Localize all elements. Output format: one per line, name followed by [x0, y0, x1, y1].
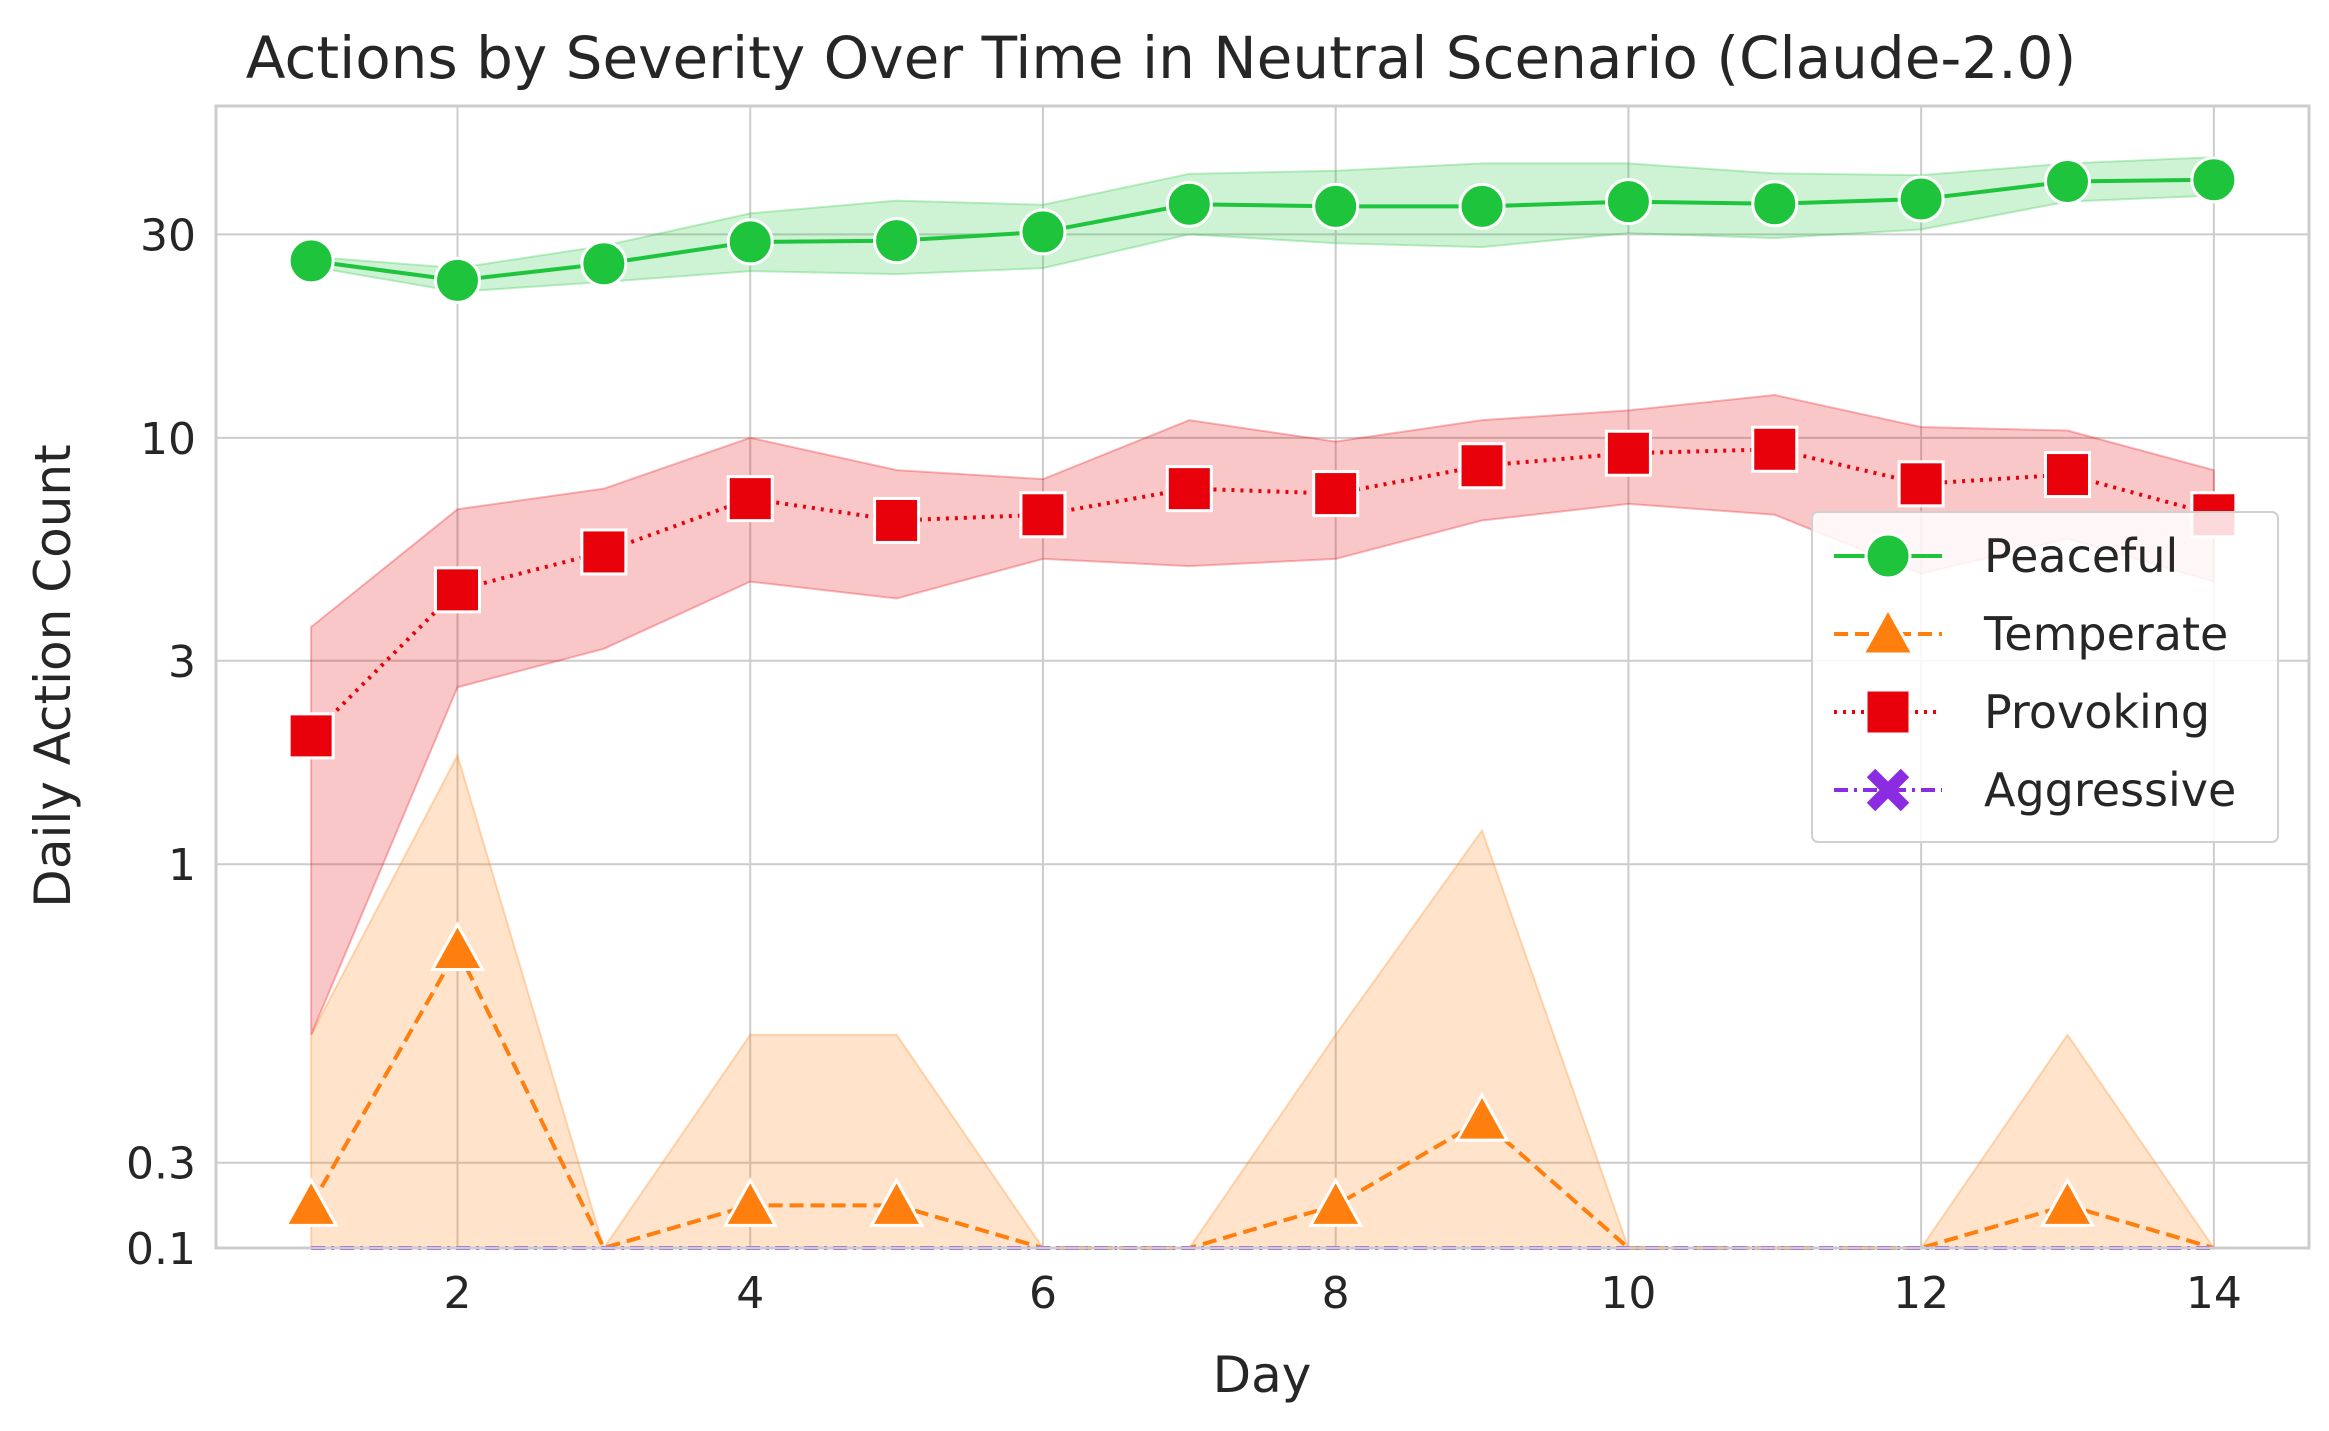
legend-label-temperate: Temperate [1983, 607, 2228, 661]
data-point-temperate [2039, 1177, 2096, 1227]
data-point-provoking [726, 475, 774, 523]
y-tick-label: 0.1 [126, 1224, 196, 1275]
data-point-provoking [1604, 429, 1652, 477]
data-point-provoking [287, 712, 335, 760]
data-point-peaceful [2044, 158, 2091, 206]
data-point-provoking [1165, 465, 1213, 513]
series-markers-peaceful [287, 156, 2238, 304]
plot-frame [214, 104, 2311, 1250]
data-point-peaceful [1019, 208, 1067, 256]
data-point-peaceful [580, 240, 628, 288]
y-tick-label: 10 [140, 414, 196, 465]
y-axis-label: Daily Action Count [24, 444, 82, 907]
legend-marker-aggressive [1866, 768, 1910, 812]
legend-box [1811, 511, 2279, 843]
data-point-provoking [434, 566, 481, 614]
legend-marker-peaceful [1864, 532, 1912, 580]
data-point-provoking [873, 496, 921, 544]
data-point-temperate [1308, 1177, 1364, 1227]
x-tick-label: 14 [2186, 1268, 2242, 1319]
legend-label-provoking: Provoking [1984, 685, 2210, 739]
data-point-peaceful [1458, 182, 1506, 230]
data-point-peaceful [2190, 156, 2238, 204]
data-point-peaceful [434, 256, 481, 304]
data-point-provoking [2044, 451, 2091, 499]
y-tick-label: 0.3 [126, 1139, 196, 1190]
data-point-provoking [1751, 425, 1799, 473]
series-markers-temperate [283, 921, 2096, 1227]
data-point-temperate [869, 1177, 925, 1227]
legend-marker-temperate [1860, 605, 1916, 656]
y-tick-label: 30 [140, 210, 196, 261]
series-line-peaceful [310, 177, 2214, 283]
legend-label-peaceful: Peaceful [1984, 529, 2178, 583]
data-point-temperate [1454, 1091, 1510, 1142]
data-point-peaceful [873, 217, 921, 265]
series-line-temperate [309, 945, 2215, 1251]
x-tick-label: 2 [444, 1268, 472, 1319]
x-tick-label: 12 [1893, 1268, 1949, 1319]
x-tick-label: 6 [1029, 1268, 1057, 1319]
data-point-provoking [1458, 442, 1506, 490]
y-tick-label: 3 [168, 637, 196, 688]
data-point-temperate [722, 1177, 778, 1227]
data-point-provoking [580, 528, 628, 576]
data-point-provoking [1897, 460, 1945, 508]
x-tick-label: 10 [1600, 1268, 1656, 1319]
data-point-peaceful [1751, 180, 1799, 228]
data-point-temperate [283, 1177, 339, 1227]
chart-title: Actions by Severity Over Time in Neutral… [246, 24, 2076, 92]
data-point-peaceful [1312, 182, 1360, 230]
data-point-temperate [429, 921, 486, 972]
data-point-peaceful [1165, 180, 1213, 228]
data-point-provoking [1312, 470, 1360, 518]
x-tick-label: 4 [736, 1268, 764, 1319]
x-axis-label: Day [1213, 1346, 1312, 1404]
series-markers-provoking [287, 425, 2238, 760]
data-point-peaceful [726, 218, 774, 266]
data-point-peaceful [1897, 175, 1945, 223]
data-point-peaceful [1604, 178, 1652, 226]
y-tick-label: 1 [168, 840, 196, 891]
legend: Peaceful Temperate Provoking Aggressive [1811, 511, 2279, 843]
data-point-provoking [1019, 491, 1067, 539]
legend-marker-provoking [1864, 688, 1912, 736]
data-point-peaceful [287, 237, 335, 285]
legend-label-aggressive: Aggressive [1984, 763, 2236, 817]
x-tick-label: 8 [1322, 1268, 1350, 1319]
